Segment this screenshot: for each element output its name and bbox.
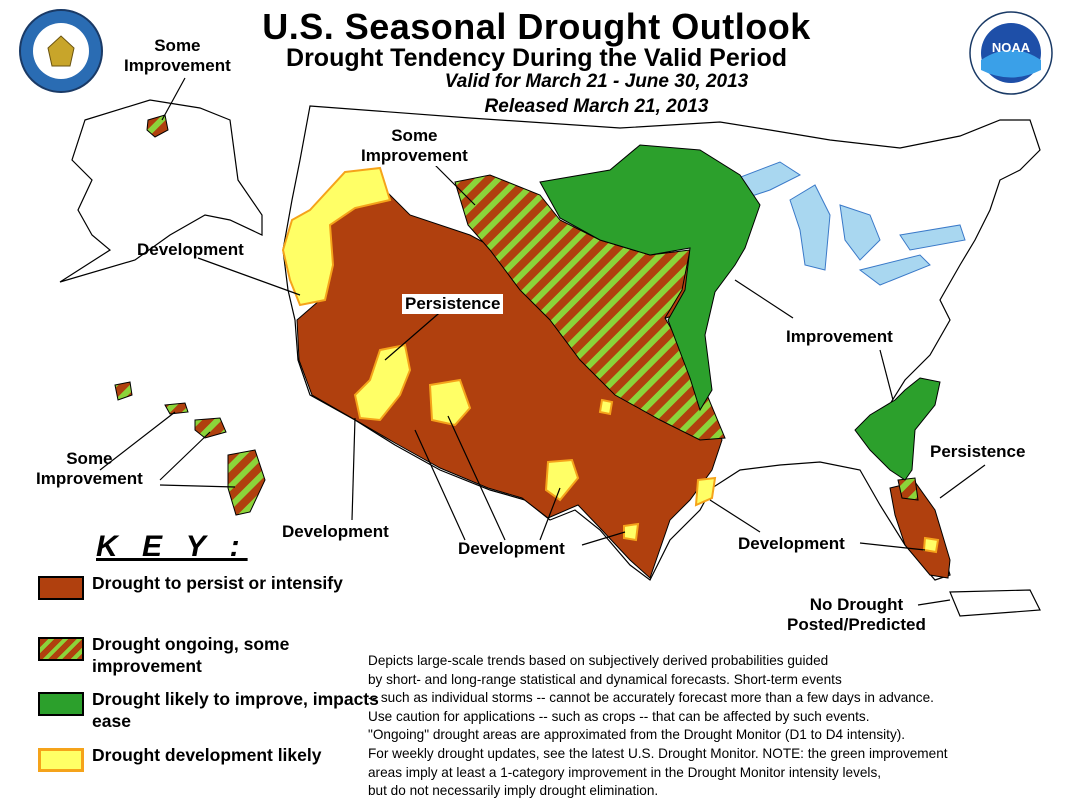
key-label-improve: Drought likely to improve, impacts ease — [92, 689, 379, 731]
noaa-logo: NOAA — [969, 11, 1053, 95]
label-west-development: Development — [137, 240, 244, 259]
great-lakes — [718, 161, 966, 286]
key-swatch-some-improvement — [38, 637, 84, 661]
development-westcoast-region — [281, 166, 392, 307]
description-line: by short- and long-range statistical and… — [368, 671, 842, 687]
key-item-improve: Drought likely to improve, impacts ease — [38, 688, 379, 736]
description-line: Depicts large-scale trends based on subj… — [368, 653, 829, 668]
alaska-improvement-region — [146, 114, 169, 138]
label-improvement-east: Improvement — [783, 327, 896, 347]
label-nw-some-improvement: Some Improvement — [358, 126, 471, 166]
description-line: -- such as individual storms -- cannot b… — [368, 690, 934, 706]
development-tx-spot — [623, 522, 640, 542]
key-item-persist: Drought to persist or intensify — [38, 572, 368, 620]
label-no-drought: No Drought Posted/Predicted — [787, 595, 926, 634]
key-label-persist: Drought to persist or intensify — [92, 573, 343, 593]
development-nm-region — [544, 458, 580, 502]
description-line: Use caution for applications -- such as … — [368, 708, 870, 724]
development-ok-spot — [598, 398, 614, 416]
development-florida-spot — [922, 536, 940, 554]
key-swatch-improve — [38, 692, 84, 716]
description-text: Depicts large-scale trends based on subj… — [368, 652, 1068, 801]
key-title: K E Y : — [96, 530, 248, 563]
key-swatch-development — [38, 748, 84, 772]
alaska-outline — [59, 99, 263, 283]
development-tx-coast — [694, 476, 717, 507]
valid-period: Valid for March 21 - June 30, 2013 — [444, 71, 749, 92]
label-alaska-some-improvement: Some Improvement — [124, 36, 231, 75]
persistence-florida-region — [889, 481, 951, 579]
label-development-gulf: Development — [738, 534, 845, 553]
commerce-seal-logo — [19, 9, 103, 93]
improvement-north-region — [539, 144, 761, 412]
hawaii-maui — [194, 417, 227, 439]
development-az-region — [428, 378, 472, 427]
puerto-rico — [949, 589, 1041, 617]
key-item-some-improvement: Drought ongoing, some improvement — [38, 633, 368, 681]
improvement-southeast-region — [854, 377, 941, 481]
hatched-plains-region — [454, 174, 726, 441]
development-sw-region — [353, 343, 412, 422]
label-development-tx: Development — [458, 539, 565, 558]
description-line: but do not necessarily imply drought eli… — [368, 783, 659, 799]
hawaii-big-island — [227, 449, 266, 516]
description-line: areas imply at least a 1-category improv… — [368, 764, 882, 780]
key-label-some-improvement: Drought ongoing, some improvement — [92, 634, 290, 676]
label-development-sw: Development — [282, 522, 389, 541]
description-line: "Ongoing" drought areas are approximated… — [368, 727, 906, 743]
key-swatch-persist — [38, 576, 84, 600]
page-subtitle: Drought Tendency During the Valid Period — [286, 44, 787, 72]
key-item-development: Drought development likely — [38, 744, 368, 792]
release-date: Released March 21, 2013 — [484, 96, 709, 117]
description-line: For weekly drought updates, see the late… — [368, 745, 948, 761]
label-persistence-florida: Persistence — [930, 442, 1026, 461]
svg-text:NOAA: NOAA — [992, 40, 1031, 55]
page-title: U.S. Seasonal Drought Outlook — [262, 6, 811, 47]
label-persistence-west: Persistence — [402, 294, 504, 314]
hawaii-oahu — [164, 402, 189, 415]
hawaii-kauai — [114, 381, 133, 401]
leader-lines — [99, 77, 986, 606]
key-label-development: Drought development likely — [92, 745, 322, 765]
label-hawaii-some-improvement: Some Improvement — [36, 449, 143, 488]
hatched-florida-strip — [897, 477, 919, 501]
